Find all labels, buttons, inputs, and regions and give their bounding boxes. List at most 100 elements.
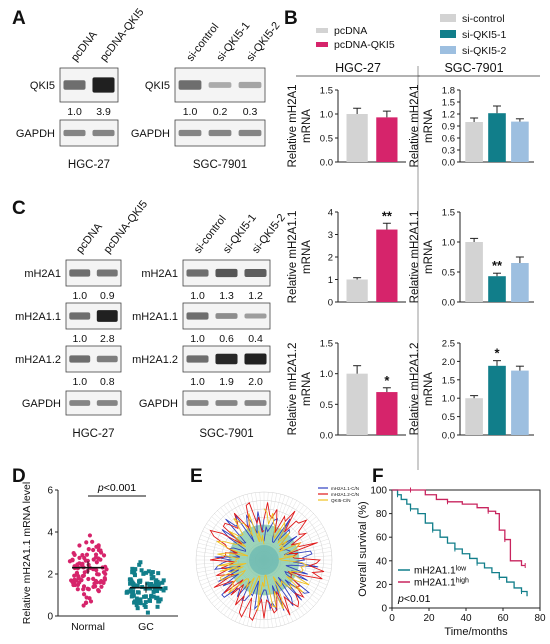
y-tick-label-2: 0.3 <box>442 146 455 157</box>
significance-1: ** <box>492 258 503 273</box>
significance-1: ** <box>382 208 393 223</box>
panel-c-right-blot-label-2: mH2A1.1 <box>132 311 178 323</box>
x-tick-label-5: 80 <box>534 613 546 624</box>
data-point <box>82 570 87 575</box>
bar-2 <box>376 117 398 162</box>
legend-label-1: mH2A1.1low <box>414 566 467 577</box>
data-point <box>84 552 90 557</box>
data-point <box>151 589 156 594</box>
panel-c-left-cell-line: HGC-27 <box>72 428 114 440</box>
data-point <box>133 567 138 572</box>
panel-a-right-cell-line: SGC-7901 <box>193 159 247 171</box>
legend-swatch-right-3 <box>440 46 456 54</box>
p-value: p<0.001 <box>97 482 136 494</box>
bar-chart-3: 0 1 2 3 4 ** Relative mH2A1.1 mRNA <box>287 208 406 309</box>
x-tick-label-2: 20 <box>423 613 435 624</box>
panel-a-left-lane-label-1: pcDNA <box>69 28 100 63</box>
p-value-rest: <0.001 <box>104 482 137 494</box>
data-point <box>128 581 133 586</box>
panel-c-right-blot-4-band-2 <box>215 400 238 406</box>
panel-letter-a: A <box>12 8 26 29</box>
panel-c-right-blot-4-band-1 <box>186 400 209 406</box>
panel-c-left-lane-label-1: pcDNA <box>74 220 105 255</box>
data-point <box>143 594 148 599</box>
panel-a-right-blot-2-band-2 <box>208 129 232 137</box>
panel-c-left-densitometry-1-2: 0.9 <box>100 290 115 302</box>
data-point <box>155 604 160 609</box>
data-point <box>131 582 136 587</box>
panel-c-right-blot-3-band-1 <box>186 355 209 363</box>
data-point <box>93 552 99 557</box>
data-point <box>84 595 89 600</box>
y-tick-label-2: 2 <box>47 570 53 581</box>
y-axis-label-unit: mRNA <box>301 372 313 406</box>
data-point <box>148 598 153 603</box>
panel-a-left-blot-1-band-1 <box>63 80 86 90</box>
survival-curve-1 <box>392 489 528 597</box>
data-point <box>88 599 94 604</box>
data-point <box>138 597 143 602</box>
significance-1: * <box>494 346 500 361</box>
y-tick-label-6: 2.5 <box>442 339 455 350</box>
panel-c-left-blot-label-2: mH2A1.1 <box>15 311 61 323</box>
legend-label-right-2: si-QKI5-1 <box>462 29 507 41</box>
panel-c-left-blot-4-band-2 <box>96 400 118 406</box>
p-value-rest: <0.01 <box>404 593 431 605</box>
data-point <box>104 567 109 572</box>
panel-c-right-blot-2-band-2 <box>215 313 238 319</box>
data-point <box>163 586 168 591</box>
data-point <box>81 573 86 578</box>
data-point <box>81 587 86 592</box>
panel-a-left-blot-2-band-1 <box>63 129 86 137</box>
data-point <box>149 581 154 586</box>
survival-curve-2 <box>392 489 526 567</box>
legend-label-right-1: si-control <box>462 13 505 25</box>
panel-c-right-blot-label-3: mH2A1.2 <box>132 354 178 366</box>
panel-a-right-densitometry-1-3: 0.3 <box>243 106 258 118</box>
data-point <box>86 546 91 552</box>
y-tick-label-1: 0.0 <box>442 431 455 442</box>
data-point <box>134 600 139 605</box>
panel-c-right-blot-1-band-3 <box>244 268 267 278</box>
panel-c-left-blot-4-frame <box>65 390 122 416</box>
bar-1 <box>465 398 483 435</box>
panel-a-left-blot-label-1: QKI5 <box>30 80 55 92</box>
panel-c-right-blot-3-band-2 <box>215 353 238 365</box>
panel-c-left-densitometry-2-2: 2.8 <box>100 333 115 345</box>
panel-c-right-blot-3-band-3 <box>244 353 267 365</box>
data-point <box>94 572 100 577</box>
panel-letter-c: C <box>12 198 26 219</box>
data-point <box>155 589 160 594</box>
panel-c-left-lane-label-2: pcDNA-QKI5 <box>102 198 151 255</box>
y-tick-label-3: 1.0 <box>320 369 333 380</box>
y-tick-label-4: 60 <box>376 533 388 544</box>
data-point <box>151 575 156 580</box>
y-tick-label-5: 4 <box>328 208 333 219</box>
significance-1: * <box>384 373 390 388</box>
panel-c-right-densitometry-1-3: 1.2 <box>248 290 263 302</box>
data-point <box>135 606 140 611</box>
y-axis-label-unit: mRNA <box>301 240 313 274</box>
data-point <box>80 552 85 558</box>
data-point <box>152 587 157 592</box>
y-axis-label: Overall survival (%) <box>357 501 369 596</box>
data-point <box>101 580 106 586</box>
y-tick-label-5: 1.2 <box>442 110 455 121</box>
legend-label-right-3: si-QKI5-2 <box>462 45 507 57</box>
legend-swatch-left-2 <box>316 42 328 47</box>
legend-label-name: mH2A1.1 <box>414 578 456 589</box>
data-point <box>77 555 82 560</box>
data-point <box>143 600 148 605</box>
panel-c-left-densitometry-2-1: 1.0 <box>72 333 87 345</box>
y-tick-label-5: 2.0 <box>442 357 455 368</box>
p-value: p<0.01 <box>397 593 431 605</box>
radar-legend-label-2: mH2A1.2-C/N <box>331 492 359 497</box>
p-value-italic: p <box>397 593 404 605</box>
panel-c-left-blot-3-band-2 <box>96 355 118 363</box>
y-tick-label-1: 0 <box>381 604 387 615</box>
data-point <box>141 571 146 576</box>
y-tick-label-4: 3 <box>328 230 333 241</box>
col-header-sgc7901: SGC-7901 <box>444 61 503 75</box>
data-point <box>102 577 108 582</box>
